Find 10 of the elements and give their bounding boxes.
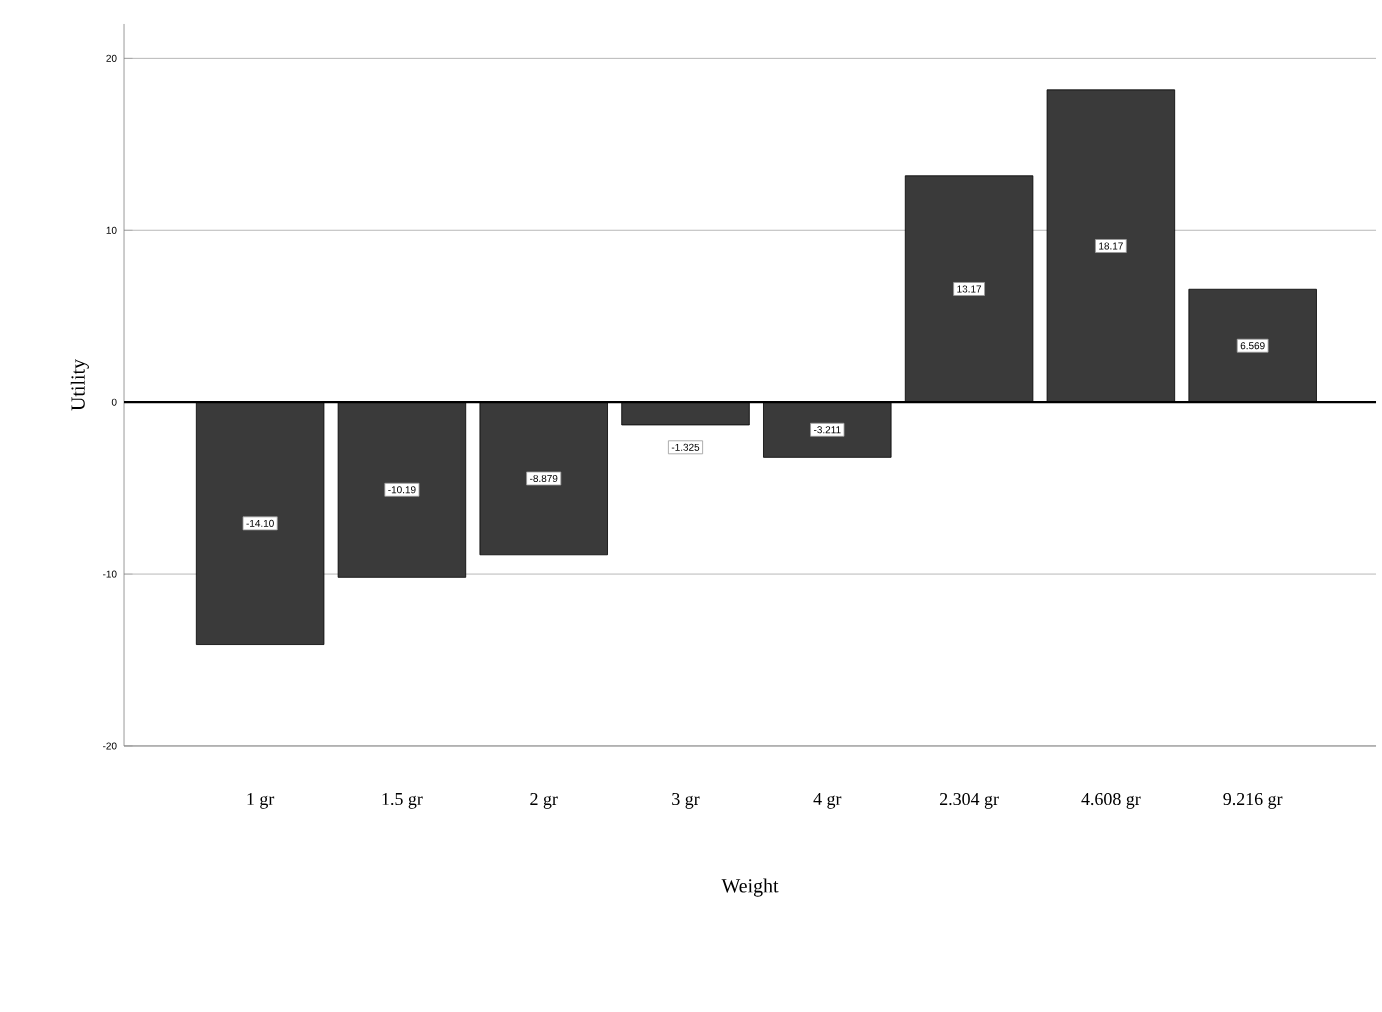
x-tick-label: 9.216 gr [1223,793,1283,809]
x-tick-label: 1 gr [247,793,275,809]
x-tick-label: 1.5 gr [382,793,423,809]
x-tick-label: 2 gr [530,793,558,809]
x-tick-label: 4.608 gr [1081,793,1141,809]
x-tick-label: 4 gr [813,793,842,809]
x-tick-label: 2.304 gr [939,793,999,809]
y-axis-title: Utility [70,359,89,411]
x-tick-label: 3 gr [672,793,700,809]
x-axis-title: Weight [721,878,779,897]
